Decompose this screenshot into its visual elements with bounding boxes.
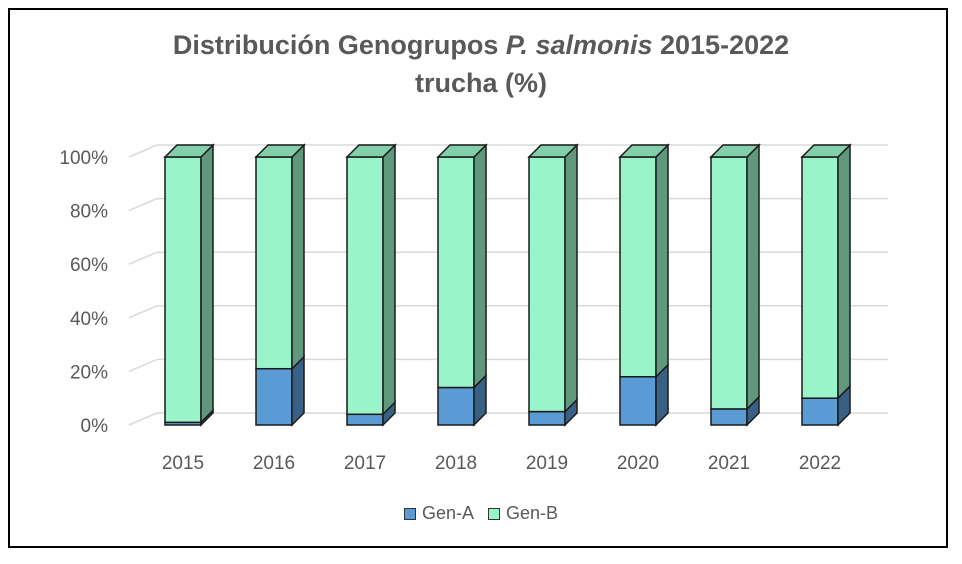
bar-gen-b-2021 bbox=[710, 156, 748, 410]
x-tick-label: 2015 bbox=[162, 453, 204, 474]
bar-side-gen-b-2020 bbox=[655, 143, 669, 379]
title-part2: 2015-2022 bbox=[660, 30, 790, 60]
bar-gen-b-2019 bbox=[528, 156, 566, 413]
gridline-side bbox=[128, 358, 158, 373]
x-tick-label: 2016 bbox=[253, 453, 295, 474]
bar-side-gen-b-2017 bbox=[382, 143, 396, 417]
bar-gen-a-2018 bbox=[437, 386, 475, 426]
title-italic: P. salmonis bbox=[505, 30, 653, 60]
bar-side-gen-b-2021 bbox=[746, 143, 760, 411]
bar-gen-b-2022 bbox=[801, 156, 839, 399]
bar-gen-a-2022 bbox=[801, 397, 839, 426]
legend-label-gen-a: Gen-A bbox=[421, 503, 474, 523]
chart-title-line1: Distribución Genogrupos P. salmonis 2015… bbox=[0, 26, 962, 64]
legend-swatch-gen-a bbox=[403, 507, 416, 520]
legend-item-gen-b[interactable]: Gen-B bbox=[488, 503, 558, 524]
gridline-side bbox=[128, 412, 158, 426]
bar-side-gen-b-2022 bbox=[837, 143, 851, 401]
gridline-side bbox=[128, 197, 158, 212]
x-tick-label: 2021 bbox=[708, 453, 750, 474]
legend: Gen-A Gen-B bbox=[0, 503, 962, 524]
y-tick-label: 100% bbox=[59, 148, 108, 169]
legend-swatch-gen-b bbox=[488, 507, 500, 520]
chart-title-line2: trucha (%) bbox=[414, 68, 547, 98]
gridline-side bbox=[128, 144, 158, 158]
bar-top-2022 bbox=[800, 144, 852, 158]
y-tick-label: 60% bbox=[70, 255, 108, 276]
bar-side-gen-b-2019 bbox=[564, 143, 578, 414]
x-tick-label: 2020 bbox=[617, 453, 659, 474]
x-tick-label: 2018 bbox=[435, 453, 477, 474]
y-tick-label: 40% bbox=[70, 309, 108, 330]
bar-top-2015 bbox=[163, 144, 215, 158]
bar-top-2020 bbox=[618, 144, 670, 158]
y-tick-label: 0% bbox=[81, 416, 109, 437]
bar-gen-b-2018 bbox=[437, 156, 475, 389]
bar-side-gen-b-2015 bbox=[200, 143, 214, 425]
x-tick-label: 2019 bbox=[526, 453, 568, 474]
legend-item-gen-a[interactable]: Gen-A bbox=[403, 503, 474, 524]
bar-top-2017 bbox=[345, 144, 397, 158]
title-part1: Distribución Genogrupos bbox=[172, 30, 499, 60]
gridline-side bbox=[128, 251, 158, 265]
bar-gen-a-2019 bbox=[528, 410, 566, 426]
bar-top-2019 bbox=[527, 144, 579, 158]
bar-top-2021 bbox=[709, 144, 761, 158]
x-tick-label: 2022 bbox=[799, 453, 841, 474]
x-tick-label: 2017 bbox=[344, 453, 386, 474]
bar-gen-b-2015 bbox=[164, 156, 202, 424]
bar-gen-a-2021 bbox=[710, 408, 748, 426]
bar-side-gen-b-2016 bbox=[291, 143, 305, 371]
bar-gen-b-2017 bbox=[346, 156, 384, 416]
legend-label-gen-b: Gen-B bbox=[506, 503, 559, 523]
bar-top-2016 bbox=[254, 144, 306, 158]
bar-gen-b-2020 bbox=[619, 156, 657, 378]
bar-gen-a-2020 bbox=[619, 376, 657, 426]
bar-gen-b-2016 bbox=[255, 156, 293, 370]
bar-gen-a-2016 bbox=[255, 367, 293, 426]
chart-title: Distribución Genogrupos P. salmonis 2015… bbox=[0, 26, 962, 102]
bar-top-2018 bbox=[436, 144, 488, 158]
y-tick-label: 20% bbox=[70, 362, 108, 383]
bar-gen-a-2017 bbox=[346, 413, 384, 426]
gridline-side bbox=[128, 305, 158, 319]
bar-side-gen-b-2018 bbox=[473, 143, 487, 390]
y-tick-label: 80% bbox=[70, 202, 108, 223]
